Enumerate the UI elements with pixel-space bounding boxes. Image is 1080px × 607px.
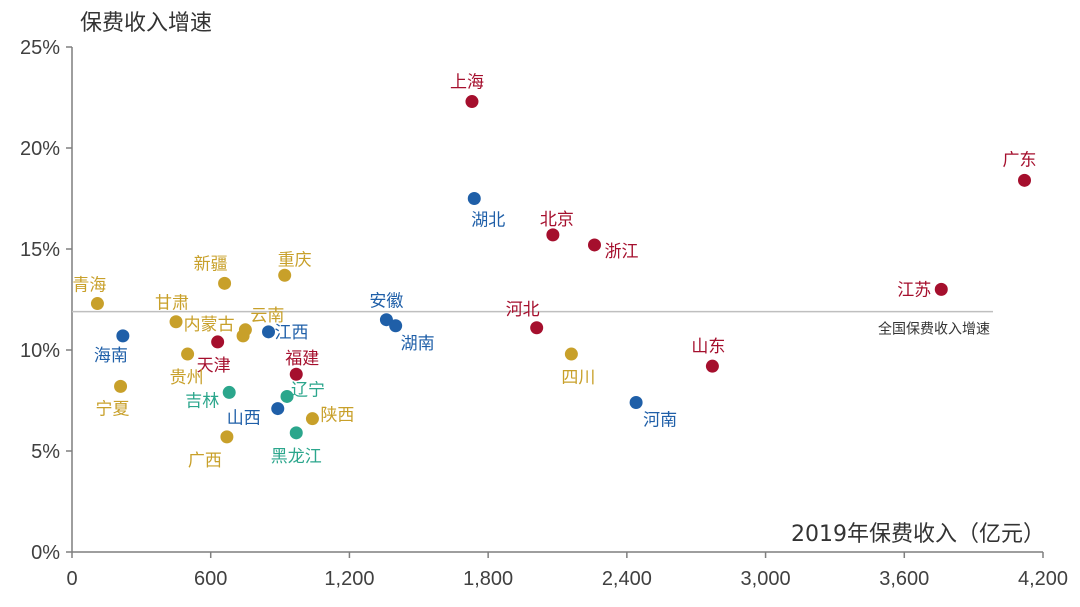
data-point [169, 315, 183, 329]
data-point [530, 321, 544, 335]
point-label: 河北 [506, 300, 540, 320]
point-label: 重庆 [278, 250, 312, 270]
reference-line-group: 全国保费收入增速 [72, 310, 993, 338]
data-point [211, 335, 225, 349]
data-point [236, 329, 250, 343]
x-tick-label: 600 [194, 568, 227, 590]
point-label: 湖南 [401, 334, 435, 354]
point-label: 甘肃 [155, 294, 189, 314]
point-label: 福建 [285, 349, 319, 369]
data-point [1018, 173, 1032, 187]
point-label: 江苏 [897, 280, 931, 300]
data-points [90, 95, 1032, 444]
data-point [114, 379, 128, 393]
data-point [116, 329, 130, 343]
data-point [467, 192, 481, 205]
data-point [629, 396, 643, 410]
point-label: 天津 [197, 356, 231, 376]
data-point [271, 402, 285, 416]
data-point [546, 228, 560, 242]
y-axis-title: 保费收入增速 [80, 11, 212, 36]
point-label: 广西 [188, 451, 222, 471]
point-label: 上海 [450, 73, 484, 93]
point-label: 山西 [227, 409, 261, 429]
data-point [278, 268, 292, 282]
data-point [90, 297, 104, 311]
point-label: 湖北 [471, 211, 505, 231]
data-point [222, 385, 236, 399]
data-point [181, 347, 195, 361]
data-point [305, 412, 319, 426]
point-label: 青海 [72, 276, 106, 296]
y-tick-label: 5% [31, 441, 60, 463]
x-axis-title: 2019年保费收入（亿元） [791, 522, 1045, 547]
point-label: 安徽 [369, 292, 403, 312]
data-point [262, 325, 276, 339]
point-label: 四川 [561, 368, 595, 388]
point-label: 云南 [250, 306, 284, 326]
data-point [934, 282, 948, 296]
x-tick-label: 1,200 [324, 568, 374, 590]
data-point [218, 276, 232, 290]
point-label: 吉林 [185, 391, 219, 411]
point-label: 北京 [540, 210, 574, 230]
data-point [564, 347, 578, 361]
reference-line-label: 全国保费收入增速 [878, 321, 990, 338]
data-point [389, 319, 403, 333]
y-tick-label: 15% [20, 239, 60, 261]
x-tick-label: 0 [66, 568, 77, 590]
data-point [465, 95, 479, 109]
y-tick-label: 25% [20, 37, 60, 59]
point-label: 河南 [643, 411, 677, 431]
point-label: 广东 [1003, 150, 1037, 170]
x-tick-label: 4,200 [1018, 568, 1068, 590]
point-label: 山东 [691, 337, 725, 357]
data-point [705, 359, 719, 373]
y-tick-label: 10% [20, 340, 60, 362]
x-tick-label: 3,000 [741, 568, 791, 590]
data-point [379, 313, 393, 327]
data-point [220, 430, 234, 444]
point-label: 海南 [94, 346, 128, 366]
data-point [289, 367, 303, 381]
point-label: 新疆 [194, 254, 228, 274]
data-point [289, 426, 303, 440]
axes: 0% 5% 10% 15% 20% 25% 0 600 1,200 1,800 2,400 3,000… [20, 37, 1068, 590]
point-label: 黑龙江 [271, 447, 322, 467]
point-label: 内蒙古 [184, 315, 235, 335]
y-tick-label: 20% [20, 138, 60, 160]
data-point [280, 389, 294, 403]
x-tick-label: 1,800 [463, 568, 513, 590]
point-label: 辽宁 [291, 380, 325, 400]
point-label: 贵州 [170, 368, 204, 388]
point-label: 宁夏 [96, 399, 130, 419]
point-label: 江西 [275, 323, 309, 343]
y-tick-label: 0% [31, 542, 60, 564]
data-point [587, 238, 601, 252]
point-label: 陕西 [320, 406, 354, 426]
point-label: 浙江 [604, 242, 638, 262]
x-tick-label: 2,400 [602, 568, 652, 590]
x-tick-label: 3,600 [879, 568, 929, 590]
